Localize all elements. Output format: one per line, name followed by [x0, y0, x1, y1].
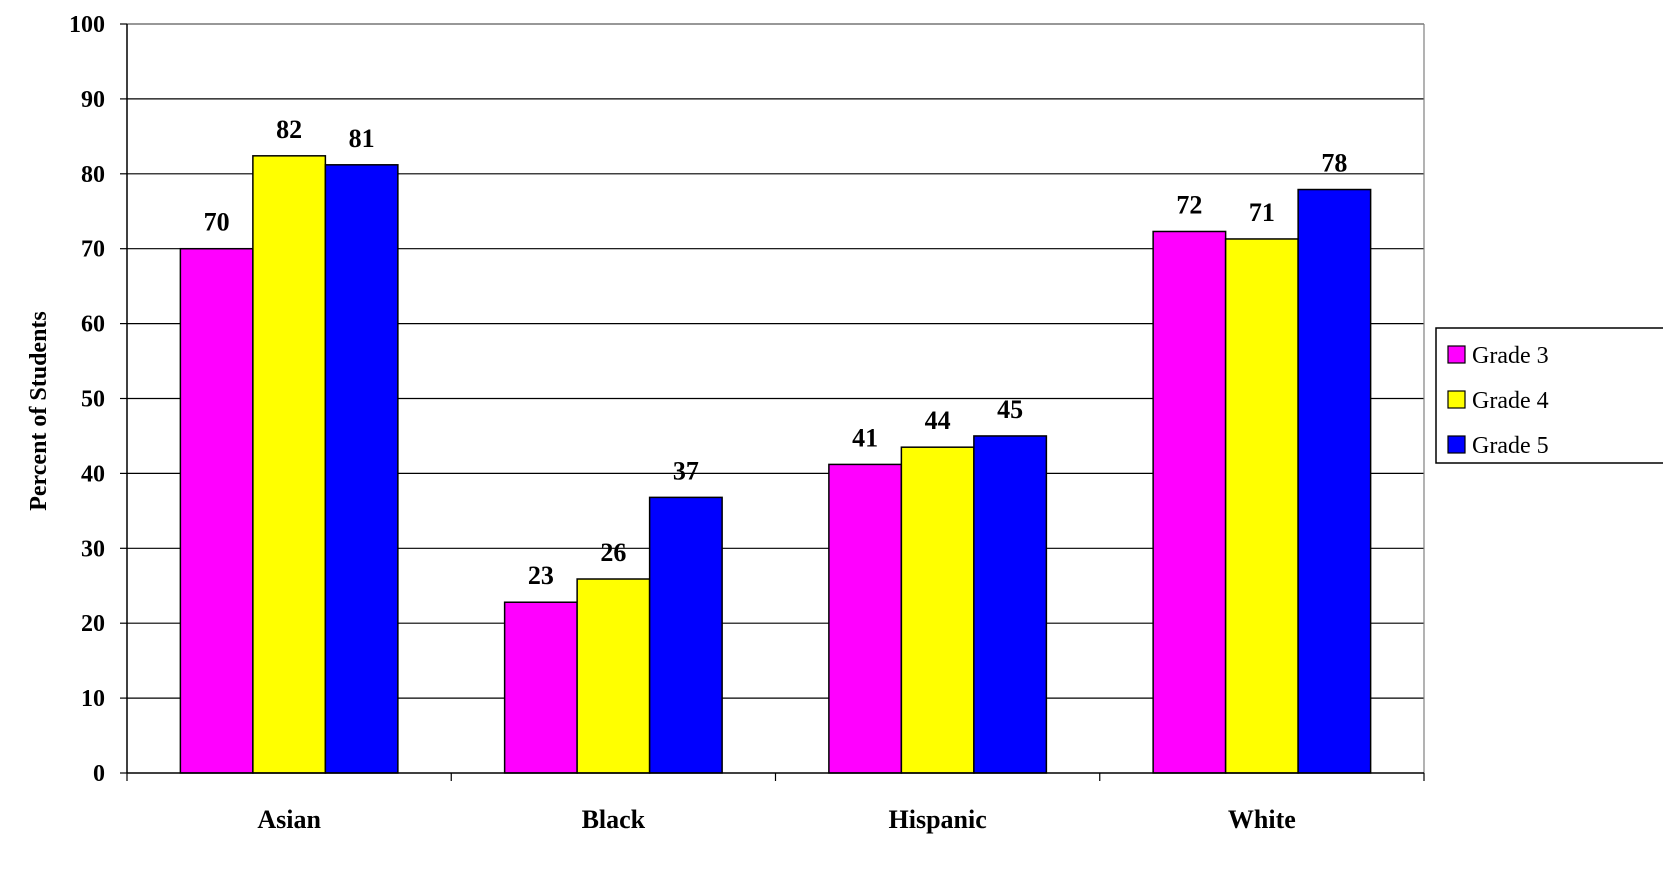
data-label: 37 — [673, 456, 699, 485]
bar — [900, 446, 975, 774]
x-tick-labels: Asian Black Hispanic White — [257, 805, 1295, 834]
x-tick-label: White — [1228, 805, 1296, 834]
bar — [252, 155, 327, 774]
legend-box — [1435, 327, 1663, 464]
y-tick-label: 0 — [93, 761, 105, 787]
legend-swatch — [1447, 345, 1466, 364]
y-tick-labels: 0 10 20 30 40 50 60 70 80 90 100 — [69, 12, 105, 787]
legend: Grade 3 Grade 4 Grade 5 — [1435, 327, 1663, 464]
data-label: 45 — [997, 395, 1023, 424]
y-tick-label: 30 — [81, 536, 105, 562]
y-tick-label: 80 — [81, 162, 105, 188]
data-label: 72 — [1176, 190, 1202, 219]
data-label: 82 — [276, 115, 302, 144]
data-label: 44 — [925, 406, 951, 435]
data-label: 71 — [1249, 198, 1275, 227]
bar — [1152, 230, 1227, 774]
data-labels: 70 82 81 23 26 37 41 44 45 72 71 78 — [204, 115, 1348, 590]
y-tick-label: 90 — [81, 87, 105, 113]
axes — [120, 23, 1425, 781]
x-tick-label: Hispanic — [889, 805, 987, 834]
bar — [973, 435, 1048, 774]
y-tick-label: 20 — [81, 611, 105, 637]
y-tick-label: 10 — [81, 686, 105, 712]
y-tick-label: 60 — [81, 312, 105, 338]
y-axis-title: Percent of Students — [26, 311, 52, 511]
x-tick-label: Black — [582, 805, 646, 834]
legend-swatch — [1447, 435, 1466, 454]
data-label: 81 — [349, 124, 375, 153]
data-label: 41 — [852, 423, 878, 452]
data-label: 23 — [528, 561, 554, 590]
x-tick-label: Asian — [257, 805, 321, 834]
legend-label: Grade 3 — [1472, 343, 1549, 369]
y-tick-label: 100 — [69, 12, 105, 38]
y-tick-label: 70 — [81, 237, 105, 263]
y-tick-label: 40 — [81, 461, 105, 487]
legend-label: Grade 5 — [1472, 433, 1549, 459]
bar — [828, 463, 903, 774]
legend-swatch — [1447, 390, 1466, 409]
bar — [648, 496, 723, 774]
legend-label: Grade 4 — [1472, 388, 1549, 414]
bar — [1224, 238, 1299, 774]
bar — [179, 247, 254, 774]
y-tick-label: 50 — [81, 387, 105, 413]
bar — [576, 578, 651, 774]
data-label: 26 — [600, 538, 626, 567]
data-label: 70 — [204, 208, 230, 237]
bar — [503, 601, 578, 774]
bar — [324, 164, 399, 774]
bar — [1297, 188, 1372, 774]
data-label: 78 — [1321, 149, 1347, 178]
